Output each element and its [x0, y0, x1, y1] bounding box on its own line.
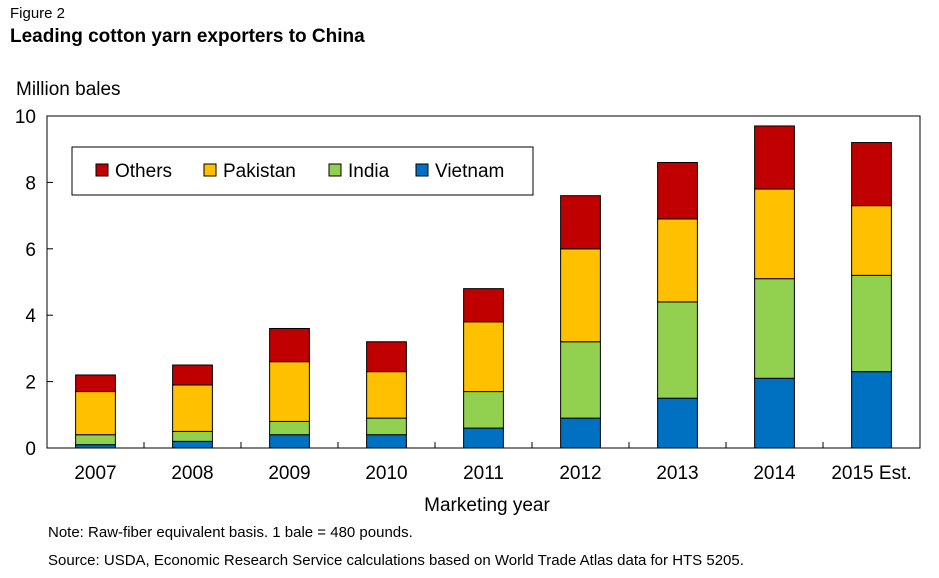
x-tick-label: 2013	[656, 463, 698, 484]
x-tick-label: 2011	[463, 463, 504, 484]
x-tick-label: 2010	[365, 463, 407, 484]
bar-vietnam-2015-est	[851, 371, 892, 449]
y-tick-label: 10	[15, 107, 36, 128]
bar-others-2009	[269, 327, 310, 363]
bar-pakistan-2013	[657, 218, 698, 303]
bar-india-2015-est	[851, 274, 892, 373]
bar-pakistan-2015-est	[851, 205, 892, 276]
legend-swatch-others	[95, 163, 109, 177]
x-tick-label: 2007	[74, 463, 116, 484]
bar-others-2007	[75, 374, 116, 393]
legend-label-others: Others	[115, 161, 172, 182]
axes-group: 0 2 4 6 8 10 2007 2008 2009 2010 2011 2012 2013 2014 2…	[15, 107, 921, 484]
y-tick-label: 6	[25, 240, 36, 261]
y-tick-label: 2	[25, 373, 36, 394]
x-tick-label: 2009	[268, 463, 310, 484]
bar-india-2011	[463, 391, 504, 429]
bar-vietnam-2009	[269, 434, 310, 449]
x-tick-label: 2015 Est.	[831, 463, 911, 484]
chart-source: Source: USDA, Economic Research Service …	[48, 552, 744, 569]
bar-others-2013	[657, 161, 698, 220]
bar-india-2012	[560, 341, 601, 419]
y-axis-label: Million bales	[16, 79, 121, 100]
bar-india-2007	[75, 434, 116, 446]
bar-others-2010	[366, 341, 407, 373]
bars-group	[75, 125, 892, 449]
legend-box	[71, 146, 534, 196]
legend-label-vietnam: Vietnam	[435, 161, 504, 182]
bar-india-2013	[657, 301, 698, 399]
x-tick-label: 2008	[171, 463, 213, 484]
bar-others-2012	[560, 195, 601, 250]
bar-others-2014	[754, 125, 795, 190]
x-tick-label: 2012	[559, 463, 601, 484]
y-tick-label: 4	[25, 306, 36, 327]
bar-vietnam-2011	[463, 427, 504, 449]
legend-swatch-vietnam	[415, 163, 429, 177]
bar-india-2008	[172, 430, 213, 442]
plot-frame	[46, 115, 921, 449]
bar-others-2008	[172, 364, 213, 386]
bar-pakistan-2010	[366, 371, 407, 419]
chart-title: Leading cotton yarn exporters to China	[10, 26, 365, 47]
figure-label: Figure 2	[10, 5, 66, 22]
legend-swatch-pakistan	[203, 163, 217, 177]
bar-pakistan-2011	[463, 321, 504, 393]
bar-others-2011	[463, 288, 504, 323]
y-tick-label: 8	[25, 173, 36, 194]
bar-india-2009	[269, 420, 310, 436]
bar-pakistan-2009	[269, 361, 310, 422]
bar-others-2015-est	[851, 142, 892, 207]
y-tick-label: 0	[25, 439, 36, 460]
bar-vietnam-2010	[366, 434, 407, 449]
bar-vietnam-2012	[560, 417, 601, 449]
legend-label-india: India	[348, 161, 390, 182]
bar-india-2010	[366, 417, 407, 436]
x-axis-label: Marketing year	[424, 495, 550, 516]
bar-pakistan-2007	[75, 391, 116, 436]
x-tick-label: 2014	[753, 463, 796, 484]
bar-pakistan-2008	[172, 384, 213, 432]
bar-vietnam-2008	[172, 440, 213, 449]
legend-label-pakistan: Pakistan	[223, 161, 296, 182]
legend: Others Pakistan India Vietnam	[71, 146, 534, 196]
chart-note: Note: Raw-fiber equivalent basis. 1 bale…	[48, 524, 413, 541]
bar-pakistan-2012	[560, 248, 601, 343]
bar-india-2014	[754, 278, 795, 379]
legend-swatch-india	[328, 163, 342, 177]
bar-pakistan-2014	[754, 188, 795, 280]
bar-vietnam-2013	[657, 397, 698, 449]
bar-vietnam-2014	[754, 377, 795, 449]
